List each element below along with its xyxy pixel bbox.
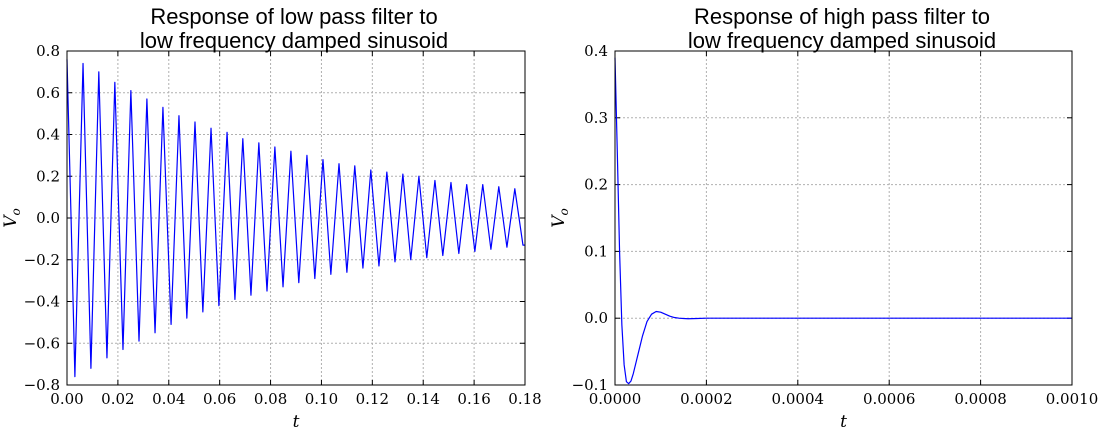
- chart-title-line: low frequency damped sinusoid: [688, 28, 996, 53]
- x-tick-label: 0.10: [305, 390, 338, 408]
- y-tick-label: 0.6: [36, 84, 60, 102]
- x-tick-label: 0.08: [254, 390, 287, 408]
- y-tick-label: −0.4: [24, 293, 60, 311]
- y-tick-label: 0.8: [36, 42, 60, 60]
- y-tick-label: 0.3: [584, 109, 608, 127]
- x-tick-label: 0.02: [101, 390, 134, 408]
- y-tick-label: −0.8: [24, 376, 60, 394]
- x-tick-label: 0.18: [508, 390, 541, 408]
- x-tick-label: 0.06: [203, 390, 236, 408]
- y-axis-label-subscript: o: [9, 208, 23, 215]
- y-tick-label: 0.4: [584, 42, 608, 60]
- y-tick-label: 0.2: [584, 176, 608, 194]
- y-tick-label: 0.2: [36, 167, 60, 185]
- chart-title-line: Response of high pass filter to: [694, 4, 990, 29]
- x-tick-label: 0.12: [356, 390, 389, 408]
- y-tick-label: 0.0: [584, 309, 608, 327]
- x-tick-label: 0.04: [152, 390, 185, 408]
- plot-frame: [66, 50, 526, 386]
- y-tick-label: 0.4: [36, 126, 60, 144]
- x-tick-label: 0.0008: [954, 390, 1007, 408]
- x-tick-label: 0.0010: [1046, 390, 1099, 408]
- x-tick-label: 0.16: [457, 390, 490, 408]
- x-tick-label: 0.0000: [589, 390, 642, 408]
- x-tick-label: 0.0006: [863, 390, 916, 408]
- y-axis-label-main: V: [549, 214, 569, 228]
- y-axis-label: Vo: [549, 208, 571, 228]
- plot-frame: [614, 50, 1073, 386]
- y-axis-label-subscript: o: [557, 208, 571, 215]
- y-axis-label: Vo: [1, 208, 23, 228]
- y-tick-label: −0.1: [572, 376, 608, 394]
- x-axis-label: t: [840, 412, 847, 432]
- x-tick-label: 0.00: [50, 390, 83, 408]
- y-axis-label-main: V: [1, 214, 21, 228]
- series-line: [614, 57, 1072, 385]
- y-tick-label: −0.6: [24, 334, 60, 352]
- x-tick-label: 0.0002: [680, 390, 733, 408]
- x-axis-label: t: [293, 412, 300, 432]
- y-tick-label: 0.1: [584, 242, 608, 260]
- chart-title-line: low frequency damped sinusoid: [140, 28, 448, 53]
- y-tick-label: −0.2: [24, 251, 60, 269]
- chart-title-line: Response of low pass filter to: [150, 4, 437, 29]
- x-tick-label: 0.14: [407, 390, 440, 408]
- x-tick-label: 0.0004: [772, 390, 825, 408]
- y-tick-label: 0.0: [36, 209, 60, 227]
- series-line: [66, 59, 525, 378]
